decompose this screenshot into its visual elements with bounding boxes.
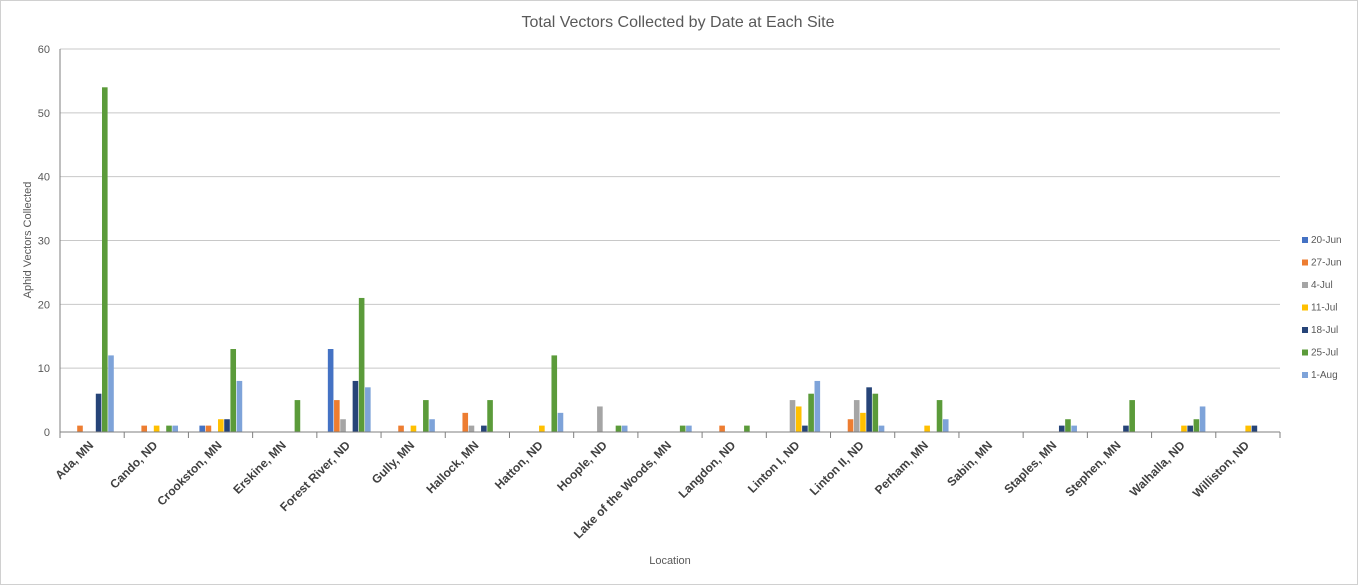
- bar: [398, 425, 404, 432]
- y-tick-label: 60: [38, 44, 50, 56]
- bar: [334, 400, 340, 432]
- bar: [468, 425, 475, 432]
- bar: [224, 419, 230, 432]
- y-tick-label: 50: [38, 108, 50, 120]
- bar: [294, 400, 301, 432]
- bar: [866, 387, 872, 432]
- bar: [153, 425, 160, 432]
- bar: [936, 400, 943, 432]
- bar: [621, 425, 628, 432]
- chart-title: Total Vectors Collected by Date at Each …: [521, 14, 834, 31]
- bar: [352, 380, 359, 432]
- bar: [423, 400, 429, 432]
- bar: [808, 393, 814, 432]
- bar: [1071, 425, 1077, 432]
- bar: [199, 425, 206, 432]
- bar: [719, 425, 725, 432]
- bar: [878, 425, 885, 432]
- bar: [860, 412, 866, 432]
- y-tick-label: 30: [38, 236, 50, 248]
- bar: [166, 425, 172, 432]
- bar: [1187, 425, 1193, 432]
- bar: [853, 400, 860, 432]
- legend-label: 27-Jun: [1311, 258, 1342, 269]
- bar: [236, 380, 243, 432]
- legend-label: 25-Jul: [1311, 348, 1338, 359]
- bar: [1251, 425, 1258, 432]
- bar: [340, 419, 346, 432]
- bar: [172, 425, 179, 432]
- x-axis-title: Location: [649, 555, 691, 567]
- bar: [1065, 419, 1071, 432]
- bar: [141, 425, 148, 432]
- bar: [365, 387, 371, 432]
- legend-swatch: [1302, 304, 1308, 311]
- y-axis-title: Aphid Vectors Collected: [22, 182, 34, 299]
- gridlines: [60, 48, 1280, 369]
- bar: [410, 425, 417, 432]
- bar: [481, 425, 487, 432]
- legend-swatch: [1302, 259, 1308, 266]
- bar: [872, 393, 879, 432]
- legend-swatch: [1302, 282, 1308, 288]
- bar: [597, 406, 603, 432]
- bar: [551, 355, 558, 432]
- bar: [230, 349, 237, 432]
- bar: [1199, 406, 1206, 432]
- bar: [679, 425, 686, 432]
- bar: [789, 400, 796, 432]
- bar: [358, 297, 365, 432]
- bar: [1245, 425, 1251, 432]
- bar: [429, 419, 435, 432]
- y-tick-label: 10: [38, 363, 50, 375]
- bar: [1058, 425, 1065, 432]
- bar: [744, 425, 750, 432]
- bar: [539, 425, 545, 432]
- bar: [686, 425, 692, 432]
- bar: [108, 355, 114, 432]
- bar: [1193, 419, 1200, 432]
- bars: [77, 87, 1258, 433]
- bar: [205, 425, 212, 432]
- legend: 20-Jun 27-Jun 4-Jul 11-Jul 18-Jul 25-Jul 1-Aug: [1302, 235, 1342, 381]
- bar: [327, 349, 334, 432]
- bar: [1129, 400, 1135, 432]
- bar: [615, 425, 622, 432]
- legend-swatch: [1302, 237, 1308, 243]
- bar: [95, 393, 102, 432]
- y-tick-label: 0: [44, 427, 50, 439]
- legend-swatch: [1302, 349, 1308, 356]
- bar: [942, 419, 949, 432]
- bar: [795, 406, 802, 432]
- bar: [924, 425, 930, 432]
- legend-swatch: [1302, 327, 1308, 333]
- bar: [557, 412, 564, 432]
- legend-label: 11-Jul: [1311, 303, 1338, 314]
- y-tick-label: 20: [38, 299, 50, 311]
- legend-swatch: [1302, 372, 1308, 378]
- legend-label: 4-Jul: [1311, 280, 1333, 291]
- bar: [218, 419, 224, 432]
- bar: [847, 419, 854, 432]
- bar: [102, 87, 108, 433]
- bar: [1123, 425, 1129, 432]
- bar: [814, 380, 821, 432]
- bar: [802, 425, 808, 432]
- legend-label: 1-Aug: [1311, 370, 1338, 381]
- bar: [462, 412, 469, 432]
- bar: [77, 425, 83, 432]
- legend-label: 20-Jun: [1311, 235, 1342, 246]
- y-tick-label: 40: [38, 172, 50, 184]
- legend-label: 18-Jul: [1311, 325, 1338, 336]
- bar: [1181, 425, 1187, 432]
- bar: [487, 400, 493, 432]
